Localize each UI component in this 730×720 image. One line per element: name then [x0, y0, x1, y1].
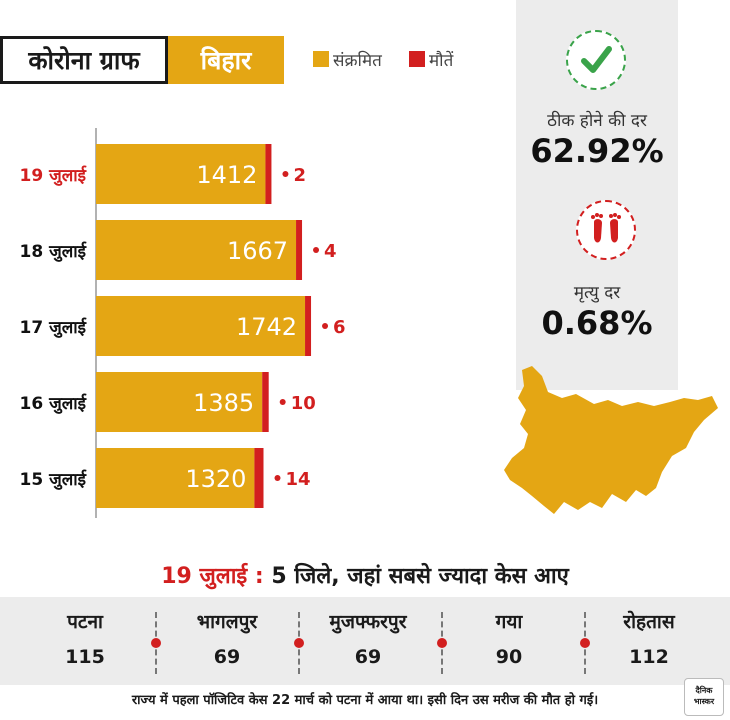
bihar-map-icon	[504, 366, 718, 514]
separator-dot	[151, 638, 161, 648]
death-dot	[313, 247, 320, 253]
district-value: 69	[213, 646, 241, 668]
death-rate-label: मृत्यु दर	[573, 283, 621, 303]
legend-infected: संक्रमित	[313, 46, 382, 72]
bar-infected	[96, 144, 266, 204]
death-rate-value: 0.68%	[541, 304, 653, 342]
footprints-icon	[576, 200, 636, 260]
death-value-label: 6	[333, 317, 346, 338]
bar-infected	[96, 220, 297, 280]
districts-band	[0, 597, 730, 685]
district-value: 112	[629, 646, 669, 668]
legend-deaths-swatch	[409, 51, 425, 67]
check-icon	[566, 30, 626, 90]
bar-deaths	[296, 220, 303, 280]
district-bhagalpur: भागलपुर 69	[154, 608, 300, 668]
district-patna: पटना 115	[12, 608, 158, 668]
logo-line2: भास्कर	[693, 697, 715, 706]
separator-dot	[580, 638, 590, 648]
recovery-rate-value: 62.92%	[530, 132, 664, 170]
district-separator	[437, 612, 447, 674]
footnote: राज्य में पहला पॉजिटिव केस 22 मार्च को प…	[131, 693, 599, 708]
brand-logo: दैनिक भास्कर	[684, 678, 724, 716]
bar-value-label: 1385	[193, 389, 254, 417]
bar-infected	[96, 372, 263, 432]
bar-deaths	[254, 448, 264, 508]
cases-bar-chart: 19 जुलाई 1412 2 18 जुलाई 1667 4 17 जुलाई 1742 6 1…	[20, 128, 346, 518]
category-label: 18 जुलाई	[20, 241, 87, 262]
death-dot	[274, 475, 281, 481]
legend-deaths-label: मौतें	[429, 50, 454, 71]
districts-title-colon: :	[254, 564, 272, 589]
death-value-label: 14	[286, 469, 311, 490]
bar-infected	[96, 448, 255, 508]
bar-value-label: 1742	[236, 313, 297, 341]
state-label: बिहार	[168, 36, 284, 84]
category-label: 17 जुलाई	[20, 317, 87, 338]
district-separator	[580, 612, 590, 674]
district-name: रोहतास	[623, 611, 675, 633]
district-rohtas: रोहतास 112	[576, 608, 722, 668]
district-name: पटना	[67, 611, 103, 633]
death-dot	[282, 171, 289, 177]
district-name: गया	[495, 611, 523, 633]
separator-dot	[294, 638, 304, 648]
recovery-rate-label: ठीक होने की दर	[547, 111, 647, 131]
category-label: 16 जुलाई	[20, 393, 87, 414]
districts-title-text: 5 जिले, जहां सबसे ज्यादा केस आए	[271, 564, 569, 589]
district-name: मुजफ्फरपुर	[329, 611, 407, 633]
logo-line1: दैनिक	[695, 686, 713, 695]
death-value-label: 2	[293, 165, 306, 186]
category-label: 15 जुलाई	[20, 469, 87, 490]
death-value-label: 10	[291, 393, 316, 414]
legend-infected-swatch	[313, 51, 329, 67]
category-label: 19 जुलाई	[20, 165, 87, 186]
district-value: 115	[65, 646, 105, 668]
death-value-label: 4	[324, 241, 337, 262]
bar-value-label: 1667	[227, 237, 288, 265]
bar-infected	[96, 296, 306, 356]
legend-deaths: मौतें	[409, 46, 453, 72]
district-separator	[294, 612, 304, 674]
legend-infected-label: संक्रमित	[333, 50, 382, 71]
district-muzaffarpur: मुजफ्फरपुर 69	[295, 608, 441, 668]
bar-value-label: 1412	[196, 161, 257, 189]
district-separator	[151, 612, 161, 674]
bar-deaths	[265, 144, 272, 204]
death-dot	[279, 399, 286, 405]
chart-title: कोरोना ग्राफ	[0, 36, 168, 84]
district-name: भागलपुर	[196, 611, 258, 633]
bar-deaths	[305, 296, 312, 356]
bar-deaths	[262, 372, 269, 432]
death-dot	[322, 323, 329, 329]
bar-value-label: 1320	[185, 465, 246, 493]
districts-title-date: 19 जुलाई	[161, 564, 248, 589]
districts-title: 19 जुलाई : 5 जिले, जहां सबसे ज्यादा केस …	[0, 560, 730, 590]
district-value: 90	[495, 646, 523, 668]
district-value: 69	[354, 646, 382, 668]
separator-dot	[437, 638, 447, 648]
district-gaya: गया 90	[436, 608, 582, 668]
